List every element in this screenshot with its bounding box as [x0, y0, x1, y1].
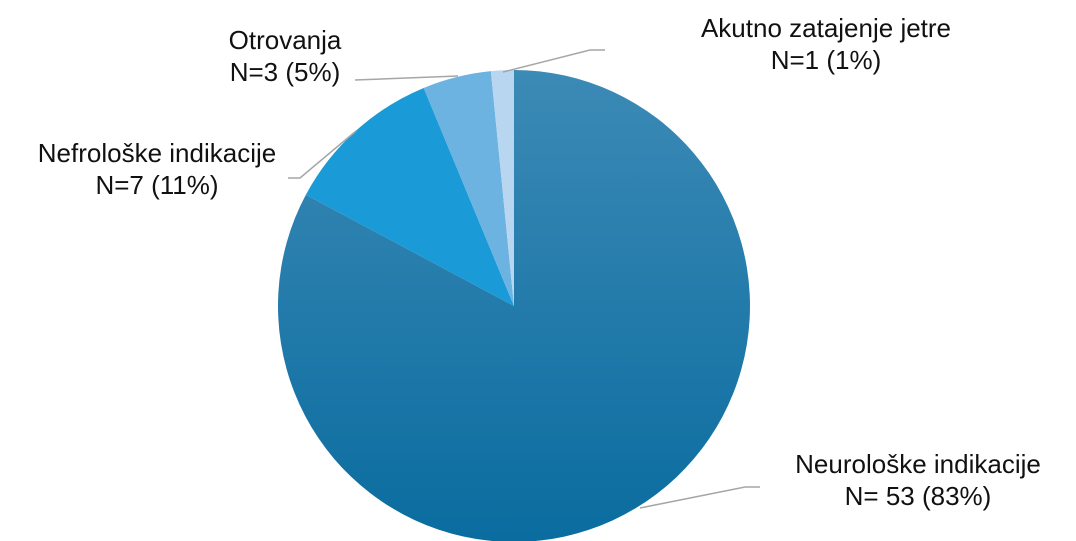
value-label: N=3 (5%)	[230, 57, 341, 87]
leader-line	[639, 486, 760, 509]
value-label: N=1 (1%)	[771, 45, 882, 75]
leader-line	[288, 130, 357, 179]
value-label: N=7 (11%)	[95, 170, 218, 200]
slice-label: Nefrološke indikacije	[38, 138, 276, 168]
pie-slice	[305, 87, 514, 306]
pie-slice	[490, 70, 514, 306]
slice-label: Neurološke indikacije	[795, 449, 1041, 479]
slice-label: Akutno zatajenje jetre	[701, 13, 951, 43]
leader-line	[502, 49, 605, 73]
value-label: N= 53 (83%)	[845, 481, 992, 511]
leader-line	[354, 75, 459, 81]
slice-label: Otrovanja	[229, 25, 342, 55]
pie-slice	[423, 71, 514, 306]
pie-slice	[278, 70, 751, 541]
